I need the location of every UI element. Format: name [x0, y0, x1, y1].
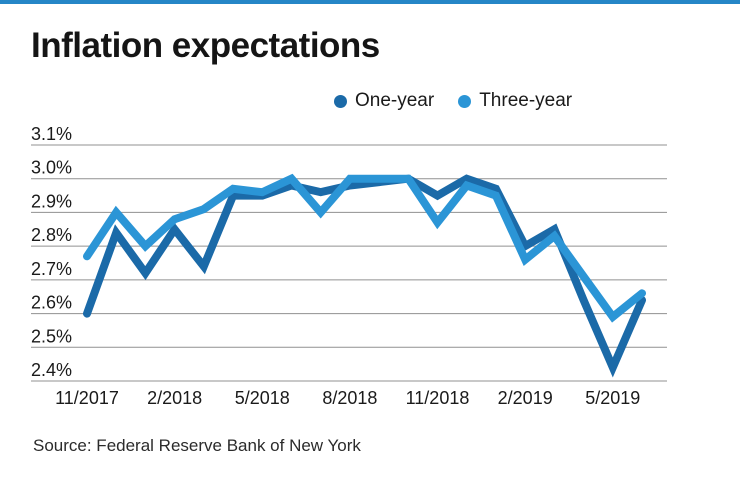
- legend-label: Three-year: [479, 90, 573, 111]
- y-axis-tick-label: 2.6%: [31, 293, 72, 313]
- source-note: Source: Federal Reserve Bank of New York: [33, 436, 361, 455]
- x-axis-tick-label: 8/2018: [322, 388, 377, 408]
- series-line-three-year: [83, 173, 646, 323]
- y-axis-tick-label: 2.9%: [31, 191, 72, 211]
- legend-item-three-year: Three-year: [458, 90, 572, 112]
- x-axis-tick-label: 11/2017: [55, 388, 119, 408]
- legend-label: One-year: [355, 90, 435, 111]
- y-axis-tick-label: 2.8%: [31, 225, 72, 245]
- x-axis-tick-label: 5/2019: [585, 388, 640, 408]
- top-accent-bar: [0, 0, 740, 4]
- y-axis-tick-label: 3.0%: [31, 158, 72, 178]
- y-axis-tick-label: 2.7%: [31, 259, 72, 279]
- y-axis-tick-label: 2.4%: [31, 360, 72, 380]
- series-line-one-year: [83, 174, 646, 378]
- x-axis-tick-label: 2/2019: [498, 388, 553, 408]
- chart-title: Inflation expectations: [31, 26, 380, 65]
- y-axis-tick-label: 3.1%: [31, 124, 72, 144]
- legend-dot-icon: [458, 94, 472, 108]
- legend-item-one-year: One-year: [334, 90, 434, 112]
- x-axis-tick-label: 5/2018: [235, 388, 290, 408]
- x-axis-tick-label: 11/2018: [406, 388, 470, 408]
- y-axis-tick-label: 2.5%: [31, 326, 72, 346]
- chart-legend: One-year Three-year: [334, 88, 572, 114]
- x-axis-tick-label: 2/2018: [147, 388, 202, 408]
- legend-dot-icon: [334, 94, 347, 108]
